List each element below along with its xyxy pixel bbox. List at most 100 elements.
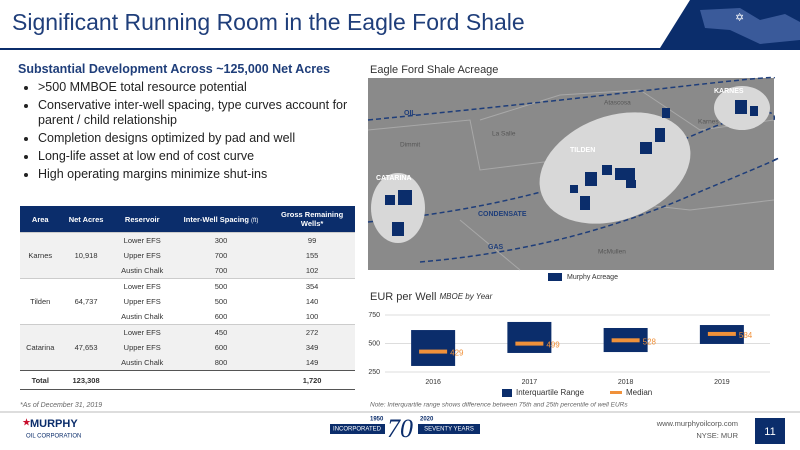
table-cell: 102: [269, 263, 355, 279]
table-cell: 500: [214, 297, 228, 306]
legend-label: Median: [626, 388, 652, 397]
table-cell: 500: [172, 278, 270, 294]
median-label: 528: [643, 337, 657, 346]
column-header-text: Area: [31, 214, 49, 224]
x-tick-label: 2019: [714, 379, 730, 386]
map: OIL CONDENSATE GAS Atascosa La Salle Dimmit Mc…: [367, 76, 780, 281]
chart-title-main: EUR per Well: [370, 291, 436, 303]
seventy: 70: [387, 414, 413, 443]
bullet: Long-life asset at low end of cost curve: [38, 149, 363, 164]
map-label: Atascosa: [604, 100, 631, 107]
column-header: Inter-Well Spacing (ft): [172, 206, 270, 233]
column-header-text: Inter-Well Spacing: [183, 214, 249, 224]
map-label: Karnes: [698, 119, 719, 126]
logo-text: MURPHY: [30, 418, 78, 430]
column-header: Gross Remaining Wells*: [269, 206, 355, 233]
table-cell: 700: [172, 263, 270, 279]
table-wrap: Area Net Acres Reservoir Inter-Well Spacing…: [20, 206, 355, 390]
median-bar: [515, 341, 544, 346]
y-tick-label: 250: [368, 369, 380, 376]
chart-subtitle: MBOE by Year: [440, 292, 493, 301]
legend-label: Murphy Acreage: [567, 274, 618, 281]
map-label: TILDEN: [570, 147, 595, 154]
table-row: Austin Chalk 600 100: [20, 309, 355, 325]
table-row: Karnes 10,918 Lower EFS 300 99: [20, 232, 355, 279]
legend-label: Interquartile Range: [516, 388, 585, 397]
table-cell: 300: [172, 232, 270, 248]
incorporated: INCORPORATED: [333, 427, 382, 433]
table-cell: 155: [269, 248, 355, 263]
table-cell: Upper EFS: [123, 297, 161, 306]
table-row: Austin Chalk 700 102: [20, 263, 355, 279]
table-cell: Upper EFS: [111, 248, 173, 263]
table-row: Austin Chalk 800 149: [20, 355, 355, 371]
table-cell: 149: [269, 355, 355, 371]
table-cell: 354: [269, 278, 355, 294]
table-row: Catarina 47,653 Lower EFS 450 272: [20, 324, 355, 371]
empty-cell: [172, 370, 270, 390]
table-cell: 99: [269, 232, 355, 248]
page-number: 11: [764, 426, 775, 438]
area-cell: Karnes: [20, 232, 61, 279]
table-cell: 600: [172, 340, 270, 355]
map-label: Dimmit: [400, 142, 420, 149]
bullet: Conservative inter-well spacing, type cu…: [38, 98, 363, 128]
x-tick-label: 2016: [425, 379, 441, 386]
table-row: Upper EFS 700 155: [20, 248, 355, 263]
chart: EUR per Well MBOE by Year 250 500 750 2016 42…: [368, 291, 770, 409]
table-cell: 140: [305, 297, 319, 306]
corner-continent: [700, 8, 800, 44]
table-cell: Upper EFS: [111, 340, 173, 355]
x-tick-label: 2017: [522, 379, 538, 386]
ticker: NYSE: MUR: [696, 431, 738, 440]
acreage: [385, 100, 758, 236]
net-acres-cell: 64,737: [60, 278, 112, 325]
table-cell: 600: [214, 312, 228, 321]
legend-swatch: [610, 391, 622, 394]
table-cell: Austin Chalk: [111, 355, 173, 371]
area-cell: Tilden: [20, 278, 61, 325]
map-title: Eagle Ford Shale Acreage: [370, 64, 498, 76]
median-label: 584: [739, 331, 753, 340]
window-line: [367, 76, 775, 121]
iqr-box: [411, 330, 456, 366]
map-label: La Salle: [492, 131, 516, 138]
area-cell: Catarina: [20, 324, 61, 371]
map-label: CONDENSATE: [478, 211, 527, 218]
header-row: Area Net Acres Reservoir Inter-Well Spacing…: [20, 206, 355, 233]
year-end: 2020: [420, 417, 434, 423]
column-header: Net Acres: [60, 206, 112, 233]
legend-swatch: [548, 273, 562, 281]
legend-swatch: [502, 389, 512, 397]
table-cell: 450: [172, 324, 270, 340]
median-bar: [611, 338, 640, 343]
table-cell: 700: [172, 248, 270, 263]
window-line: [419, 157, 780, 263]
table-cell: Austin Chalk: [111, 263, 173, 279]
column-header-text: Net Acres: [68, 214, 104, 224]
table-cell: 272: [269, 324, 355, 340]
left-panel: Substantial Development Across ~125,000 …: [18, 62, 363, 185]
column-header: Area: [20, 206, 61, 233]
unit: (ft): [251, 217, 259, 224]
total-row: Total 123,308 1,720: [20, 370, 355, 390]
median-bar: [419, 349, 448, 354]
iqr-box: [507, 321, 552, 353]
heading: Substantial Development Across ~125,000 …: [18, 62, 331, 76]
total-wells: 1,720: [269, 370, 355, 390]
table-cell: Lower EFS: [111, 232, 173, 248]
badge: [418, 424, 480, 434]
table: Area Net Acres Reservoir Inter-Well Spacing…: [20, 206, 355, 390]
bullet-list: >500 MMBOE total resource potential Conse…: [18, 80, 363, 182]
total-label: Total: [20, 370, 61, 390]
total-net-acres: 123,308: [60, 370, 112, 390]
y-tick-label: 750: [368, 312, 380, 319]
table-cell: Austin Chalk: [121, 312, 164, 321]
bullet: >500 MMBOE total resource potential: [38, 80, 363, 95]
website: www.murphyoilcorp.com: [656, 419, 738, 428]
table-cell: 349: [269, 340, 355, 355]
net-acres-cell: 10,918: [60, 232, 112, 279]
map-label: OIL: [404, 110, 416, 117]
table-cell: 800: [172, 355, 270, 371]
table-cell: 100: [305, 312, 319, 321]
